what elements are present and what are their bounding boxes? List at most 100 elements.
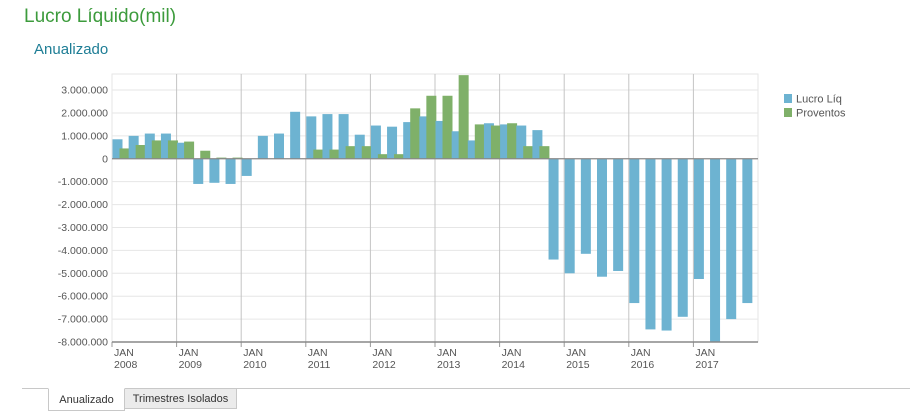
legend: Lucro Líq Proventos <box>784 94 846 120</box>
bar-lucro-liq <box>742 158 753 304</box>
bar-proventos <box>458 75 469 159</box>
bar-proventos <box>377 154 388 159</box>
bar-proventos <box>490 125 501 159</box>
bar-lucro-liq <box>613 158 624 271</box>
bar-lucro-liq <box>467 140 478 159</box>
page-title: Lucro Líquido(mil) <box>24 6 177 27</box>
x-tick-label-month: JAN <box>243 347 263 359</box>
bar-proventos <box>151 140 162 159</box>
bar-lucro-liq <box>387 126 398 159</box>
bar-proventos <box>507 123 518 159</box>
bar-lucro-liq <box>483 123 494 159</box>
tab-bar-divider <box>22 388 910 389</box>
y-tick-label: -5.000.000 <box>58 268 108 280</box>
bar-proventos <box>410 108 421 159</box>
bar-lucro-liq <box>710 158 721 342</box>
legend-label: Proventos <box>796 108 846 120</box>
x-tick-label-month: JAN <box>502 347 522 359</box>
legend-swatch <box>784 94 792 103</box>
y-tick-label: -8.000.000 <box>58 337 108 349</box>
x-tick-label-month: JAN <box>695 347 715 359</box>
bar-lucro-liq <box>290 111 301 159</box>
bar-lucro-liq <box>451 131 462 159</box>
bar-lucro-liq <box>516 125 527 159</box>
bar-proventos <box>135 145 146 159</box>
x-tick-label-month: JAN <box>179 347 199 359</box>
legend-swatch <box>784 108 792 117</box>
bar-lucro-liq <box>177 142 188 159</box>
x-tick-label-month: JAN <box>631 347 651 359</box>
bar-proventos <box>119 148 130 159</box>
legend-label: Lucro Líq <box>796 94 842 106</box>
bar-lucro-liq <box>128 135 139 159</box>
bar-lucro-liq <box>435 120 446 159</box>
bar-lucro-liq <box>532 130 543 159</box>
bar-lucro-liq <box>403 122 414 159</box>
bars-layer <box>112 75 753 342</box>
y-tick-label: -1.000.000 <box>58 176 108 188</box>
x-tick-label-year: 2013 <box>437 359 461 371</box>
x-tick-label-month: JAN <box>437 347 457 359</box>
bar-lucro-liq <box>597 158 607 277</box>
bar-lucro-liq <box>338 114 349 159</box>
y-tick-label: -6.000.000 <box>58 291 108 303</box>
bar-lucro-liq <box>661 158 672 331</box>
bar-lucro-liq <box>322 114 333 159</box>
bar-lucro-liq <box>580 158 591 254</box>
bar-lucro-liq <box>209 158 220 183</box>
bar-lucro-liq <box>274 133 284 159</box>
bar-lucro-liq <box>500 124 511 159</box>
x-tick-label-year: 2011 <box>308 359 331 371</box>
bar-proventos <box>200 150 211 159</box>
x-tick-label-month: JAN <box>372 347 392 359</box>
bar-proventos <box>313 149 324 159</box>
bar-lucro-liq <box>548 158 559 260</box>
y-tick-label: -4.000.000 <box>58 245 108 257</box>
x-tick-label-month: JAN <box>308 347 328 359</box>
bar-proventos <box>539 146 550 159</box>
x-tick-label-month: JAN <box>566 347 586 359</box>
y-tick-label: 1.000.000 <box>61 130 108 142</box>
bar-lucro-liq <box>370 125 381 159</box>
bar-lucro-liq <box>144 133 155 159</box>
x-tick-label-year: 2015 <box>566 359 590 371</box>
bar-lucro-liq <box>677 158 688 317</box>
lucro-liquido-chart: 3.000.000 2.000.000 1.000.000 0 -1.000.000 -2… <box>58 73 846 371</box>
bar-lucro-liq <box>629 158 640 304</box>
y-tick-label: -2.000.000 <box>58 199 108 211</box>
bar-lucro-liq <box>160 133 171 159</box>
x-tick-label-year: 2012 <box>372 359 396 371</box>
x-tick-label-month: JAN <box>114 347 134 359</box>
x-tick-label-year: 2008 <box>114 359 138 371</box>
bar-proventos <box>394 154 405 159</box>
bar-lucro-liq <box>112 139 123 159</box>
x-tick-label-year: 2014 <box>502 359 526 371</box>
bar-proventos <box>345 146 356 159</box>
bar-lucro-liq <box>354 134 365 159</box>
bar-proventos <box>442 95 453 159</box>
y-tick-label: -3.000.000 <box>58 222 108 234</box>
tab-bar: Anualizado Trimestres Isolados <box>0 388 910 418</box>
bar-proventos <box>474 124 485 159</box>
tab-anualizado[interactable]: Anualizado <box>48 388 125 411</box>
bar-proventos <box>426 95 437 159</box>
x-tick-label-year: 2017 <box>695 359 719 371</box>
y-tick-label: 3.000.000 <box>61 85 108 97</box>
bar-proventos <box>361 146 372 159</box>
bar-lucro-liq <box>193 158 204 184</box>
axis-layer: 3.000.000 2.000.000 1.000.000 0 -1.000.000 -2… <box>58 85 758 371</box>
bar-lucro-liq <box>225 158 236 184</box>
bar-proventos <box>329 149 340 159</box>
bar-lucro-liq <box>645 158 656 330</box>
bar-lucro-liq <box>306 116 317 159</box>
bar-proventos <box>167 140 178 159</box>
y-tick-label: 2.000.000 <box>61 107 108 119</box>
bar-lucro-liq <box>241 158 252 176</box>
bar-proventos <box>184 141 195 159</box>
y-tick-label: -7.000.000 <box>58 314 108 326</box>
bar-lucro-liq <box>419 116 430 159</box>
section-title: Anualizado <box>34 41 109 58</box>
tab-trimestres-isolados[interactable]: Trimestres Isolados <box>125 388 237 409</box>
bar-lucro-liq <box>726 158 737 320</box>
x-tick-label-year: 2010 <box>243 359 267 371</box>
